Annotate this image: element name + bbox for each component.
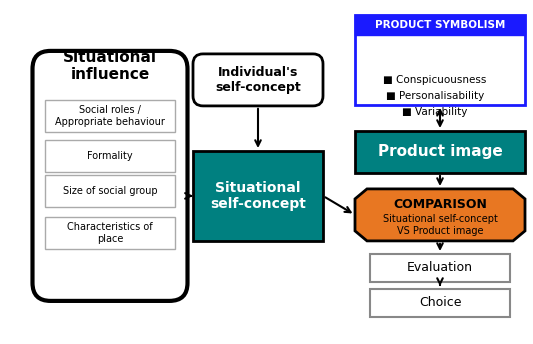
- Text: Evaluation: Evaluation: [407, 261, 473, 275]
- Text: Product image: Product image: [377, 144, 503, 159]
- Bar: [355, 131, 525, 173]
- Bar: [45, 140, 175, 172]
- Bar: [45, 175, 175, 207]
- Text: PRODUCT SYMBOLISM: PRODUCT SYMBOLISM: [375, 20, 505, 30]
- Text: Situational
self-concept: Situational self-concept: [210, 181, 306, 211]
- Bar: [370, 289, 510, 317]
- Bar: [45, 100, 175, 132]
- FancyBboxPatch shape: [193, 54, 323, 106]
- Text: Formality: Formality: [87, 151, 133, 161]
- Bar: [355, 15, 525, 105]
- Text: COMPARISON: COMPARISON: [393, 198, 487, 212]
- Bar: [355, 15, 525, 35]
- Bar: [45, 217, 175, 249]
- Text: ■ Variability: ■ Variability: [402, 107, 467, 117]
- Bar: [193, 151, 323, 241]
- Bar: [370, 254, 510, 282]
- FancyBboxPatch shape: [33, 51, 188, 301]
- Text: ■ Conspicuousness: ■ Conspicuousness: [383, 75, 487, 85]
- Text: ■ Personalisability: ■ Personalisability: [386, 91, 484, 101]
- Text: Individual's
self-concept: Individual's self-concept: [215, 66, 301, 94]
- Text: Situational
influence: Situational influence: [63, 50, 157, 82]
- Text: Size of social group: Size of social group: [63, 186, 157, 196]
- Text: Social roles /
Appropriate behaviour: Social roles / Appropriate behaviour: [55, 105, 165, 127]
- Text: Choice: Choice: [419, 297, 461, 309]
- Polygon shape: [355, 189, 525, 241]
- Text: Characteristics of
place: Characteristics of place: [67, 222, 153, 244]
- Text: Situational self-concept
VS Product image: Situational self-concept VS Product imag…: [383, 214, 497, 236]
